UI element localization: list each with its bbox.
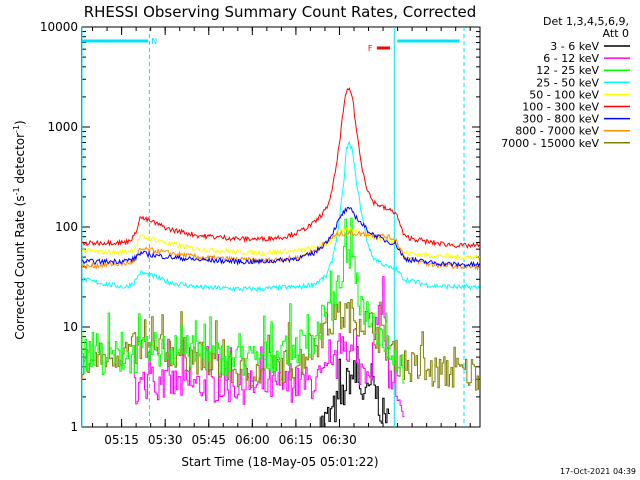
legend-entry-label: 800 - 7000 keV <box>515 125 599 138</box>
x-tick-label: 05:15 <box>104 433 139 447</box>
y-axis-label: Corrected Count Rate (s-1 detector-1) <box>12 120 27 339</box>
y-tick-label: 1 <box>70 420 78 434</box>
night-marker-label: N <box>151 37 157 46</box>
series-line <box>82 226 480 261</box>
legend-entry-label: 12 - 25 keV <box>536 64 599 77</box>
footer-timestamp: 17-Oct-2021 04:39 <box>560 467 636 476</box>
y-tick-label: 10 <box>63 320 78 334</box>
chart-title: RHESSI Observing Summary Count Rates, Co… <box>84 3 477 21</box>
x-tick-label: 05:30 <box>148 433 183 447</box>
x-tick-label: 06:30 <box>322 433 357 447</box>
series-line <box>82 229 480 272</box>
legend-entry-label: 100 - 300 keV <box>522 101 599 114</box>
x-tick-label: 05:45 <box>191 433 226 447</box>
y-tick-label: 100 <box>55 220 78 234</box>
legend-header-line-2: Att 0 <box>603 27 629 40</box>
legend-entry-label: 25 - 50 keV <box>536 76 599 89</box>
y-tick-label: 1000 <box>47 120 78 134</box>
x-tick-label: 06:15 <box>279 433 314 447</box>
flare-marker-label: F <box>368 44 373 53</box>
x-tick-label: 06:00 <box>235 433 270 447</box>
legend-entry-label: 6 - 12 keV <box>543 52 599 65</box>
series-layer <box>82 87 480 427</box>
series-line <box>82 206 480 268</box>
series-line <box>319 346 390 427</box>
legend-entry-label: 300 - 800 keV <box>522 113 599 126</box>
marker-layer <box>82 27 465 427</box>
legend-header-line-1: Det 1,3,4,5,6,9, <box>543 15 629 28</box>
y-tick-label: 10000 <box>40 20 78 34</box>
series-line <box>82 87 480 250</box>
series-line <box>133 276 405 418</box>
plot-area: 1 10 100 1000 10000 05:15 05:30 05:45 06:00 06:15… <box>40 20 481 447</box>
x-axis-label: Start Time (18-May-05 05:01:22) <box>181 455 378 469</box>
series-line <box>82 140 480 293</box>
legend-entry-label: 3 - 6 keV <box>550 40 599 53</box>
svg-text:Corrected Count Rate (s-1 dete: Corrected Count Rate (s-1 detector-1) <box>12 120 27 339</box>
legend-entry-label: 50 - 100 keV <box>529 88 599 101</box>
series-line <box>82 217 405 384</box>
legend-entry-label: 7000 - 15000 keV <box>501 137 599 150</box>
